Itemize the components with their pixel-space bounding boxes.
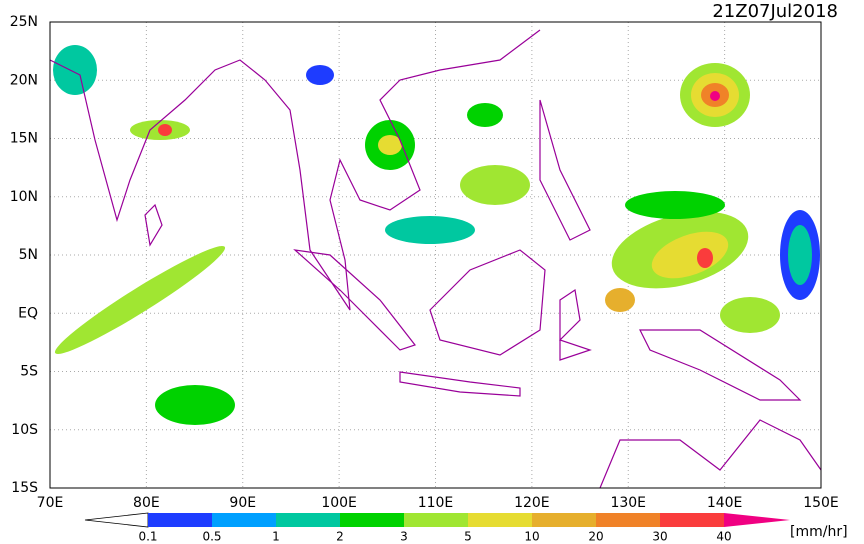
lon-label: 80E	[133, 495, 160, 511]
colorbar-label: 3	[400, 530, 408, 544]
lat-label: 15S	[11, 480, 38, 496]
colorbar-unit: [mm/hr]	[790, 524, 848, 540]
lon-label: 110E	[418, 495, 454, 511]
grid	[50, 22, 821, 488]
colorbar-label: 40	[716, 530, 731, 544]
colorbar-label: 1	[272, 530, 280, 544]
rain	[53, 45, 820, 425]
colorbar-label: 10	[524, 530, 539, 544]
colorbar-label: 0.5	[202, 530, 221, 544]
timestamp: 21Z07Jul2018	[712, 1, 838, 22]
colorbar-arrow	[724, 513, 790, 527]
colorbar-swatch	[404, 513, 468, 527]
colorbar-swatch	[532, 513, 596, 527]
map-frame	[49, 21, 822, 489]
colorbar-swatch	[212, 513, 276, 527]
lon-label: 70E	[37, 495, 64, 511]
colorbar-label: 0.1	[138, 530, 157, 544]
colorbar-label: 30	[652, 530, 667, 544]
lat-label: 5N	[19, 247, 38, 263]
lon-label: 100E	[321, 495, 357, 511]
lat-label: 15N	[10, 131, 38, 147]
colorbar-swatch	[468, 513, 532, 527]
coastlines	[49, 29, 822, 489]
lon-label: 130E	[610, 495, 646, 511]
lon-label: 120E	[514, 495, 550, 511]
colorbar-swatch	[596, 513, 660, 527]
colorbar: 0.1 0.5 1 2 3 5 10 20 30 40	[84, 512, 790, 544]
colorbar-label: 2	[336, 530, 344, 544]
lon-label: 140E	[707, 495, 743, 511]
lat-label: 10N	[10, 189, 38, 205]
lat-label: 25N	[10, 14, 38, 30]
lat-label: 10S	[11, 422, 38, 438]
lon-label: 150E	[803, 495, 839, 511]
colorbar-swatch	[276, 513, 340, 527]
lon-label: 90E	[229, 495, 256, 511]
colorbar-swatch	[340, 513, 404, 527]
lat-label: 5S	[20, 364, 38, 380]
colorbar-swatch	[148, 513, 212, 527]
colorbar-label: 20	[588, 530, 603, 544]
colorbar-label: 5	[464, 530, 472, 544]
lat-label: EQ	[18, 305, 38, 321]
lat-label: 20N	[10, 72, 38, 88]
colorbar-swatch	[660, 513, 724, 527]
